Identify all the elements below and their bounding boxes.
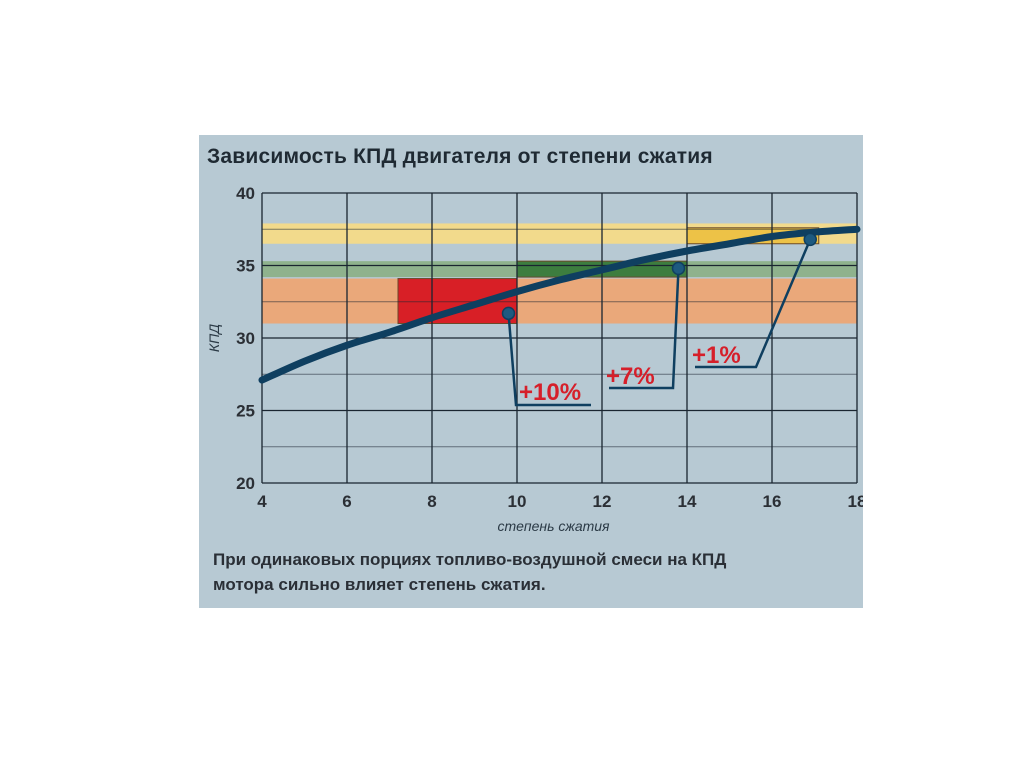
x-tick-label: 12 xyxy=(593,492,612,511)
band-orange xyxy=(262,278,857,324)
annotation-point-1 xyxy=(501,306,516,321)
x-tick-label: 14 xyxy=(678,492,697,511)
x-tick-label: 8 xyxy=(427,492,436,511)
annotation-label-1: +10% xyxy=(519,379,581,406)
x-tick-label: 16 xyxy=(763,492,782,511)
efficiency-curve xyxy=(258,225,861,384)
y-tick-label: 35 xyxy=(236,257,255,276)
chart-caption: При одинаковых порциях топливо-воздушной… xyxy=(213,547,853,597)
y-tick-label: 20 xyxy=(236,474,255,493)
chart-plot: +10% +7% +1% 4 6 8 10 12 14 16 18 20 25 30 35 40 степе… xyxy=(206,184,863,534)
y-tick-label: 40 xyxy=(236,184,255,203)
caption-line-2: мотора сильно влияет степень сжатия. xyxy=(213,575,546,594)
x-tick-label: 4 xyxy=(257,492,267,511)
x-tick-label: 6 xyxy=(342,492,351,511)
annotation-leader-2 xyxy=(609,268,680,390)
caption-line-1: При одинаковых порциях топливо-воздушной… xyxy=(213,550,727,569)
x-tick-label: 18 xyxy=(848,492,863,511)
annotation-leader-3 xyxy=(695,238,812,369)
y-axis-label: КПД xyxy=(206,324,222,352)
annotation-point-2 xyxy=(671,261,686,276)
x-tick-label: 10 xyxy=(508,492,527,511)
y-tick-label: 30 xyxy=(236,329,255,348)
chart-card: Зависимость КПД двигателя от степени сжа… xyxy=(199,135,863,608)
chart-title: Зависимость КПД двигателя от степени сжа… xyxy=(207,145,713,168)
annotation-label-3: +1% xyxy=(692,342,741,369)
y-tick-label: 25 xyxy=(236,402,255,421)
annotation-label-2: +7% xyxy=(606,363,655,390)
highlight-region-1 xyxy=(397,278,518,325)
x-axis-label: степень сжатия xyxy=(497,518,610,534)
annotation-leader-1 xyxy=(507,313,591,407)
annotation-point-3 xyxy=(803,232,817,247)
